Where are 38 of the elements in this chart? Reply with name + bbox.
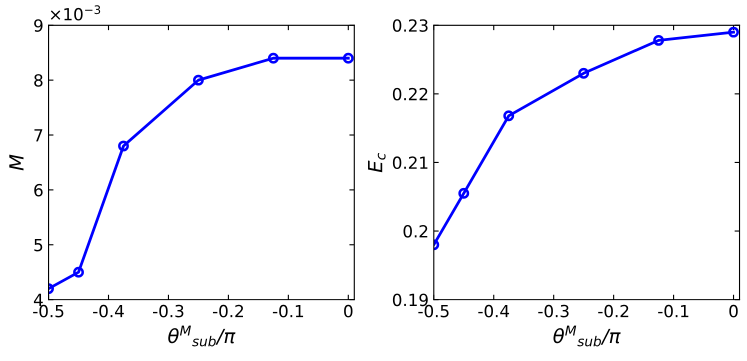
y-tick-label: 0.19	[392, 294, 428, 306]
x-tick-label: -0.2	[212, 304, 243, 318]
x-axis-title: θ$^{M}$$_{sub}$/π	[168, 326, 236, 346]
x-tick-label: -0.3	[538, 304, 569, 318]
x-tick-label: -0.4	[478, 304, 510, 318]
x-tick-label: -0.2	[598, 304, 628, 318]
y-tick-label: 0.21	[392, 156, 428, 170]
x-axis-title: θ$^{M}$$_{sub}$/π	[554, 326, 621, 346]
x-tick-label: 0	[729, 304, 738, 318]
point	[193, 74, 204, 86]
x-tick-label: 0	[344, 304, 352, 318]
point	[342, 52, 354, 64]
point	[73, 266, 84, 278]
text: ×10$^{−3}$	[50, 5, 100, 21]
point	[728, 26, 739, 38]
y-tick-label: 0.23	[392, 19, 428, 32]
x-tick-label: -0.1	[272, 304, 304, 318]
x-tick-label: -0.5	[33, 304, 64, 318]
point	[458, 188, 470, 199]
point	[578, 68, 590, 79]
x-tick-label: -0.5	[418, 304, 449, 318]
y-tick-label: 6	[34, 184, 43, 196]
x-tick-label: -0.4	[93, 304, 124, 318]
x-tick-label: -0.1	[658, 304, 688, 318]
point	[653, 34, 664, 46]
y-axis-title: M	[9, 154, 24, 170]
x-tick-label: -0.3	[153, 304, 184, 318]
point	[268, 52, 279, 64]
y-tick-label: 5	[34, 238, 42, 252]
point	[503, 110, 514, 122]
y-tick-label: 7	[34, 129, 42, 142]
point	[118, 140, 129, 152]
y-tick-label: 0.2	[404, 225, 428, 238]
y-tick-label: 8	[34, 74, 43, 87]
y-axis-title: E$_{c}$	[368, 152, 386, 172]
y-tick-label: 9	[34, 19, 43, 32]
y-tick-label: 0.22	[392, 88, 428, 100]
y-tick-label: 4	[34, 294, 43, 306]
